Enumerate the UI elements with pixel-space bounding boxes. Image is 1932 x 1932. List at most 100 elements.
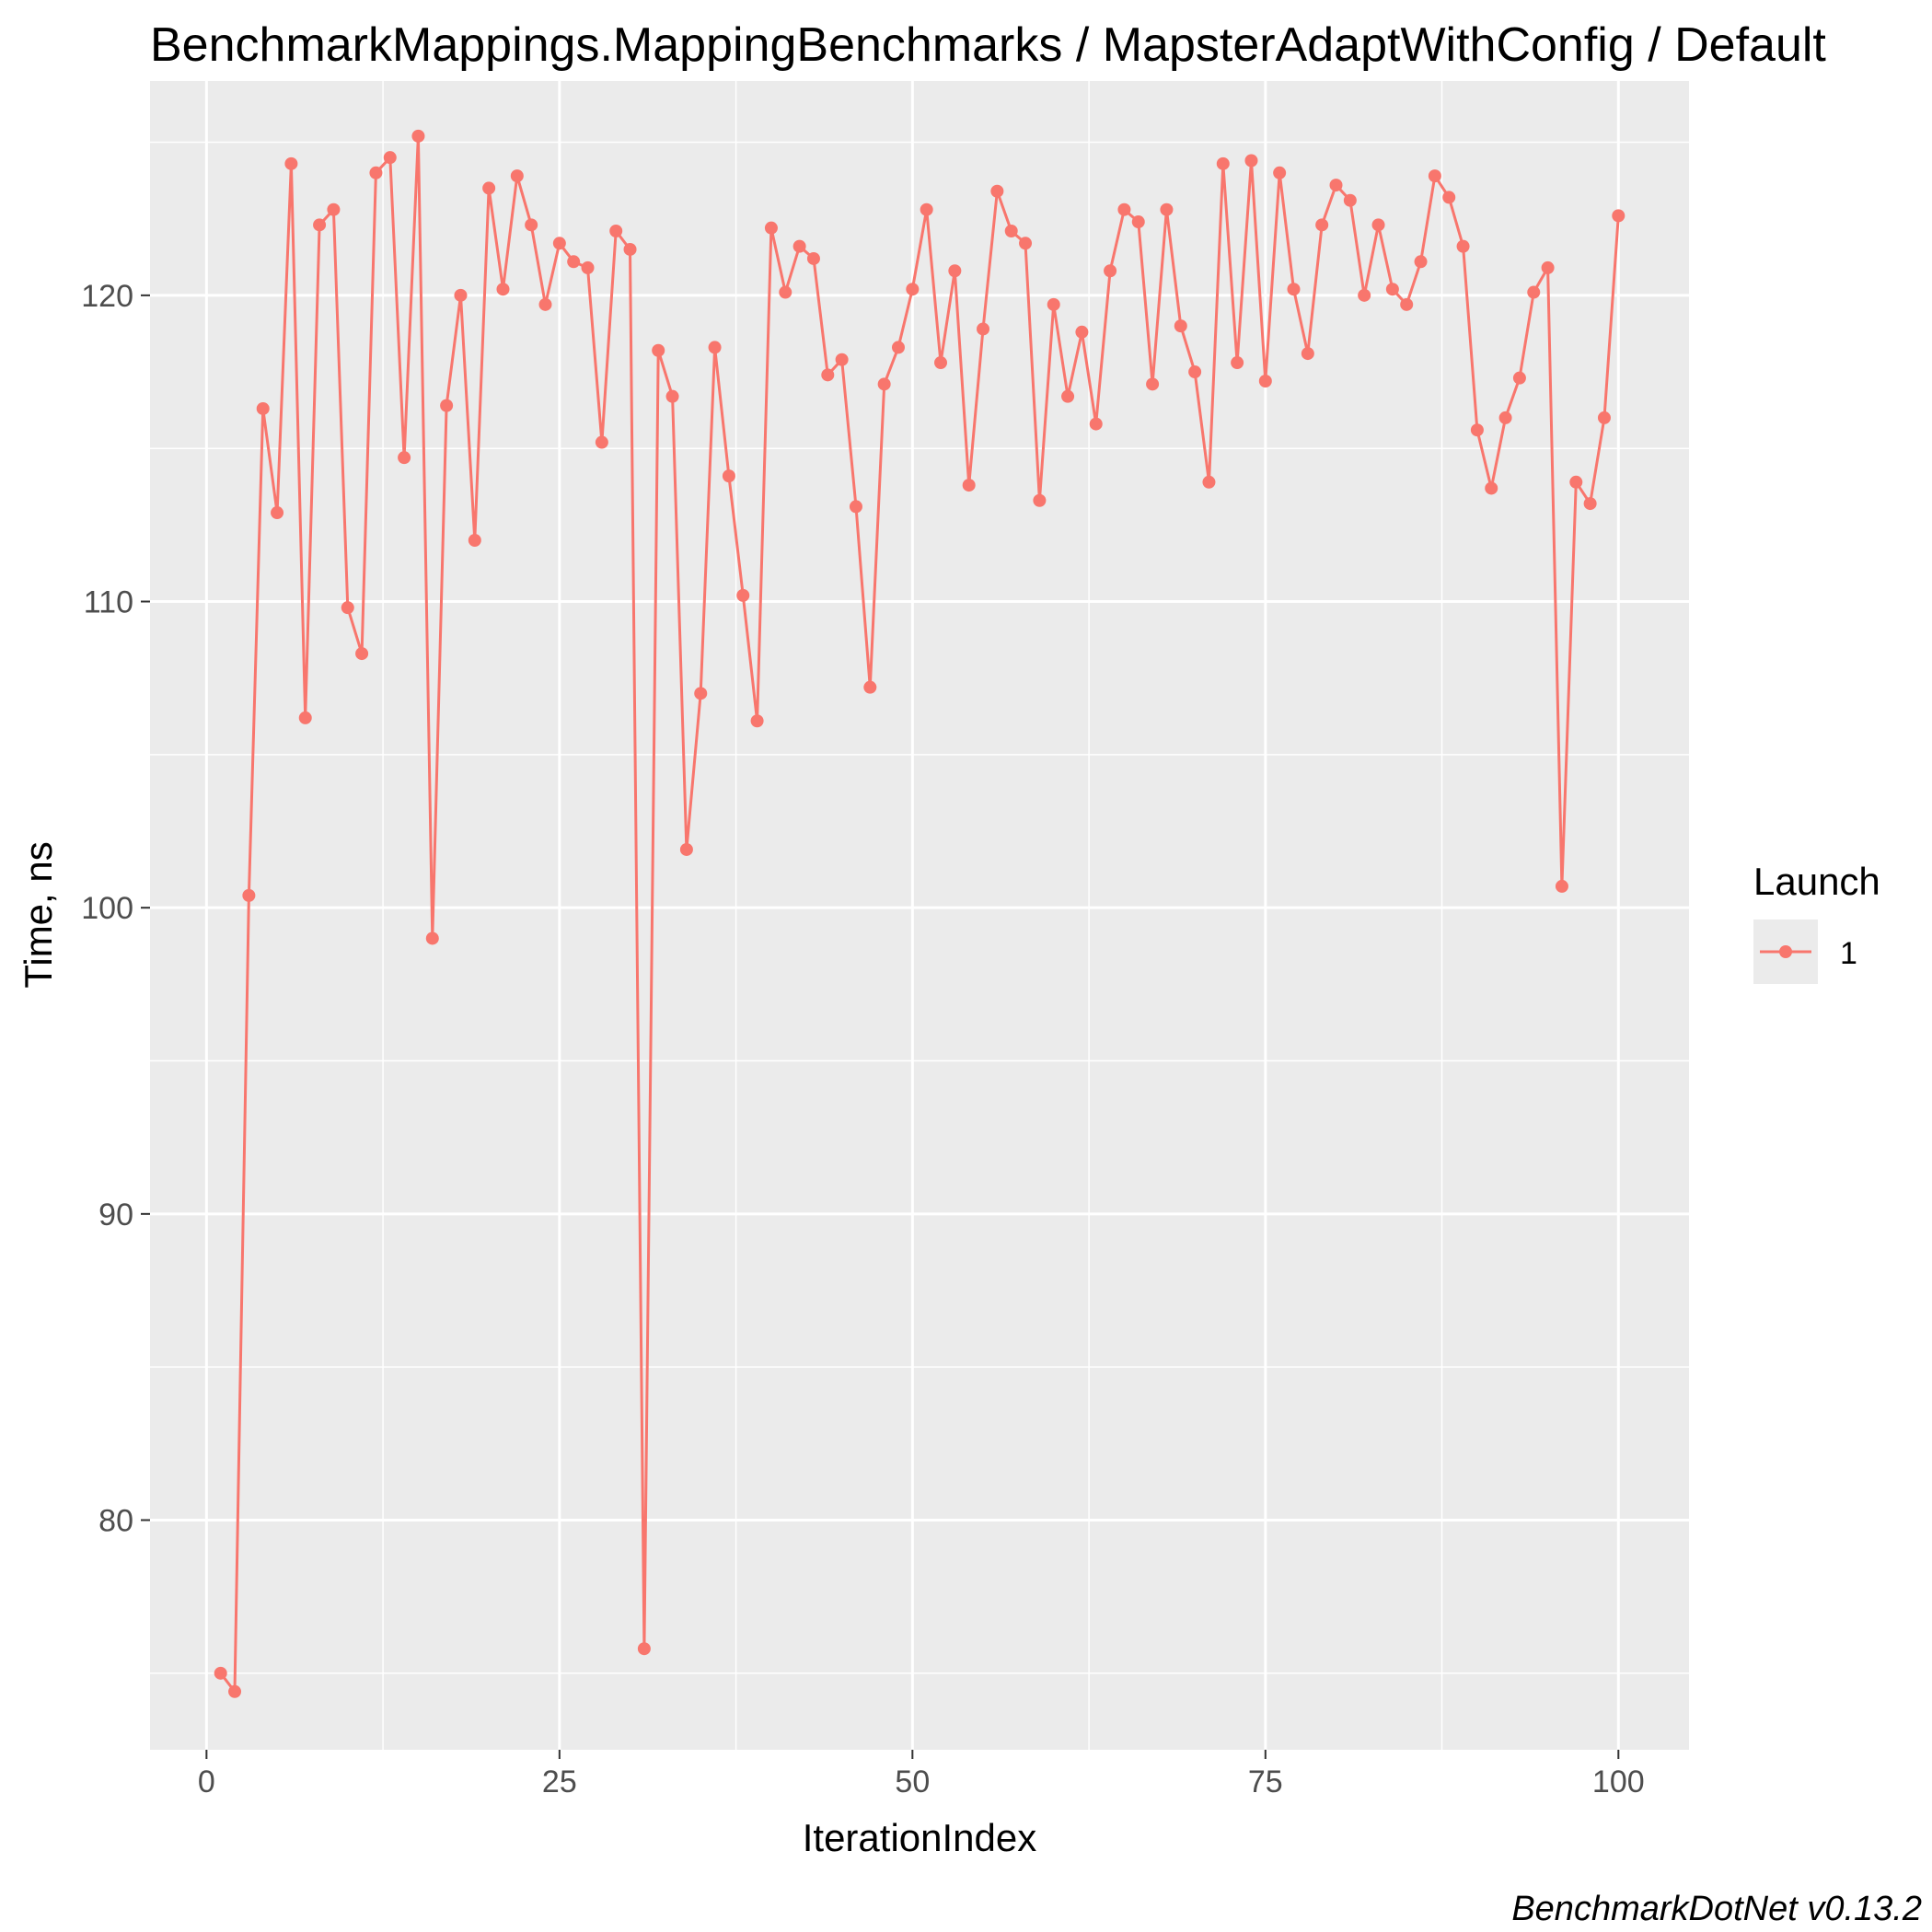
data-point	[1555, 879, 1568, 893]
x-tick-label: 100	[1592, 1764, 1645, 1799]
data-point	[877, 377, 891, 391]
data-point	[256, 401, 270, 415]
data-point	[355, 647, 369, 661]
data-point	[1597, 411, 1611, 424]
data-point	[341, 601, 354, 615]
data-point	[934, 356, 948, 370]
data-point	[1385, 283, 1399, 296]
data-point	[595, 435, 608, 449]
data-point	[1019, 237, 1033, 250]
data-point	[849, 500, 862, 514]
x-tick-label: 0	[198, 1764, 215, 1799]
data-point	[1583, 497, 1597, 511]
data-point	[1541, 260, 1555, 274]
data-point	[609, 225, 623, 238]
data-point	[750, 714, 764, 728]
data-point	[1075, 325, 1089, 339]
data-point	[1160, 202, 1174, 216]
data-point	[1174, 319, 1187, 333]
data-point	[1512, 371, 1526, 385]
data-point	[977, 322, 990, 336]
legend: Launch 1	[1753, 860, 1880, 984]
data-point	[1527, 285, 1541, 299]
data-point	[990, 184, 1004, 198]
axis-ticks: 0 25 50 75 100 80 90 100 110 120	[81, 279, 1644, 1799]
data-point	[1061, 389, 1075, 403]
data-point	[214, 1666, 227, 1680]
data-point	[482, 181, 496, 195]
data-point	[496, 283, 510, 296]
y-tick-label: 120	[81, 279, 133, 314]
data-point	[637, 1642, 651, 1656]
data-point	[1004, 225, 1018, 238]
legend-title: Launch	[1753, 860, 1880, 903]
y-tick-label: 110	[84, 585, 133, 620]
data-point	[369, 166, 383, 179]
minor-gridlines	[150, 81, 1689, 1750]
data-point	[920, 202, 933, 216]
data-point	[398, 451, 411, 465]
data-point	[792, 239, 806, 253]
data-point	[708, 341, 722, 354]
data-point	[1442, 191, 1456, 204]
legend-label: 1	[1840, 936, 1857, 971]
data-point	[1146, 377, 1160, 391]
series-layer	[214, 129, 1625, 1698]
data-point	[679, 842, 693, 856]
chart-title: BenchmarkMappings.MappingBenchmarks / Ma…	[150, 18, 1826, 72]
data-point	[1047, 297, 1060, 311]
data-point	[722, 469, 735, 483]
major-gridlines	[150, 81, 1689, 1750]
data-point	[313, 218, 327, 232]
data-point	[510, 169, 524, 183]
data-point	[948, 264, 962, 278]
data-point	[538, 297, 552, 311]
data-point	[1456, 239, 1470, 253]
x-tick-label: 75	[1248, 1764, 1283, 1799]
data-point	[454, 288, 468, 302]
data-point	[1329, 179, 1343, 192]
data-point	[1343, 193, 1357, 207]
y-tick-label: 80	[98, 1504, 133, 1539]
legend-key-point	[1779, 945, 1792, 958]
data-point	[1273, 166, 1287, 179]
data-point	[1089, 417, 1103, 431]
data-point	[1470, 423, 1484, 437]
data-point	[567, 255, 581, 269]
data-point	[271, 506, 284, 520]
data-point	[821, 368, 835, 382]
y-tick-label: 100	[81, 891, 133, 926]
data-point	[284, 156, 298, 170]
data-point	[906, 283, 920, 296]
data-point	[1612, 209, 1625, 223]
data-point	[1400, 297, 1414, 311]
data-point	[1485, 481, 1498, 495]
data-point	[468, 533, 481, 547]
y-tick-label: 90	[98, 1197, 133, 1232]
data-point	[1301, 347, 1314, 361]
data-point	[411, 129, 425, 143]
data-point	[327, 202, 341, 216]
chart-caption: BenchmarkDotNet v0.13.2	[1511, 1890, 1922, 1928]
data-point	[835, 353, 849, 366]
data-point	[425, 931, 439, 945]
data-point	[1371, 218, 1385, 232]
data-point	[1498, 411, 1512, 424]
data-point	[736, 588, 750, 602]
data-point	[962, 479, 976, 492]
plot-panel	[150, 81, 1689, 1750]
data-point	[1131, 215, 1145, 229]
data-point	[1033, 493, 1047, 507]
data-point	[806, 251, 820, 265]
data-point	[1569, 475, 1583, 489]
data-point	[1104, 264, 1117, 278]
x-tick-label: 50	[895, 1764, 930, 1799]
series-line	[219, 134, 1620, 1694]
data-point	[1202, 475, 1216, 489]
x-tick-label: 25	[542, 1764, 577, 1799]
data-point	[1188, 365, 1202, 379]
data-point	[1117, 202, 1131, 216]
data-point	[440, 399, 454, 412]
data-point	[581, 260, 595, 274]
